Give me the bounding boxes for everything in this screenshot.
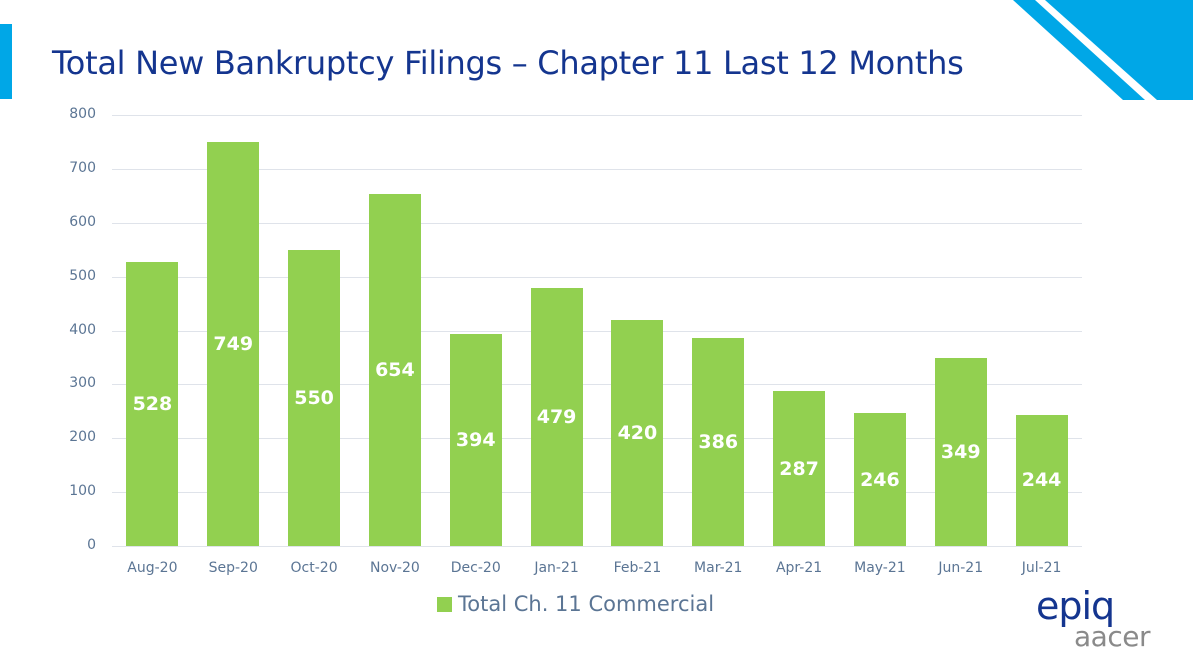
gridline <box>112 115 1082 116</box>
y-tick-label: 200 <box>69 429 96 446</box>
x-tick-label: Nov-20 <box>369 560 420 576</box>
accent-bar <box>0 24 12 99</box>
logo-epiq-text: epiq <box>1036 584 1115 628</box>
x-tick-label: Oct-20 <box>290 560 338 576</box>
gridline <box>112 546 1082 547</box>
y-tick-label: 100 <box>69 483 96 500</box>
bar-dec-20: 394 <box>449 333 502 546</box>
legend-swatch <box>437 596 452 612</box>
bar-value-label: 246 <box>860 468 900 491</box>
bar-value-label: 394 <box>455 428 496 451</box>
gridline <box>112 168 1082 170</box>
y-tick-label: 400 <box>69 321 96 338</box>
bar-jan-21: 479 <box>530 287 583 546</box>
x-tick-label: Jan-21 <box>534 560 579 576</box>
x-tick-label: Dec-20 <box>450 560 501 576</box>
gridline <box>112 384 1082 386</box>
x-tick-label: Jun-21 <box>938 560 984 576</box>
page-title: Total New Bankruptcy Filings – Chapter 1… <box>52 44 964 82</box>
bar-value-label: 479 <box>536 405 577 428</box>
gridline <box>112 222 1082 224</box>
bar-nov-20: 654 <box>368 193 421 546</box>
bar-sep-20: 749 <box>207 142 260 546</box>
bar-value-label: 528 <box>132 392 173 415</box>
x-tick-label: Jul-21 <box>1021 560 1062 576</box>
bar-value-label: 654 <box>375 358 415 381</box>
chart-plot-area: 528 749 550 654 394 479 420 386 287 246 349 244 <box>112 115 1082 547</box>
y-tick-label: 600 <box>69 213 96 230</box>
bar-value-label: 550 <box>294 386 334 409</box>
bar-jun-21: 349 <box>934 357 987 546</box>
bar-value-label: 287 <box>779 457 819 480</box>
bar-apr-21: 287 <box>773 391 826 546</box>
bar-jul-21: 244 <box>1015 414 1068 546</box>
bar-value-label: 420 <box>617 421 658 444</box>
bar-value-label: 749 <box>213 333 254 356</box>
bar-value-label: 349 <box>940 440 981 463</box>
bar-mar-21: 386 <box>692 338 745 546</box>
x-tick-label: Apr-21 <box>775 560 823 576</box>
y-tick-label: 800 <box>69 106 96 122</box>
bar-feb-21: 420 <box>611 319 664 546</box>
y-tick-label: 300 <box>69 375 96 392</box>
legend-label: Total Ch. 11 Commercial <box>458 592 715 616</box>
bar-may-21: 246 <box>853 413 906 546</box>
logo-aacer-text: aacer <box>1074 620 1150 653</box>
epiq-aacer-logo: epiq aacer <box>1036 584 1156 660</box>
bar-oct-20: 550 <box>288 249 341 546</box>
bar-value-label: 244 <box>1021 469 1062 492</box>
x-tick-label: May-21 <box>854 560 906 576</box>
x-tick-label: Feb-21 <box>613 560 662 576</box>
y-tick-label: 500 <box>69 267 96 284</box>
corner-stripes-decoration <box>1013 0 1193 100</box>
gridline <box>112 276 1082 278</box>
gridline <box>112 492 1082 494</box>
x-tick-label: Aug-20 <box>127 560 178 576</box>
gridline <box>112 438 1082 440</box>
x-tick-label: Sep-20 <box>208 560 258 576</box>
x-tick-label: Mar-21 <box>694 560 743 576</box>
bar-aug-20: 528 <box>126 261 179 546</box>
y-tick-label: 0 <box>87 537 96 553</box>
y-tick-label: 700 <box>69 159 96 176</box>
bar-value-label: 386 <box>698 431 739 453</box>
chart-legend: Total Ch. 11 Commercial <box>437 592 714 616</box>
gridline <box>112 330 1082 332</box>
